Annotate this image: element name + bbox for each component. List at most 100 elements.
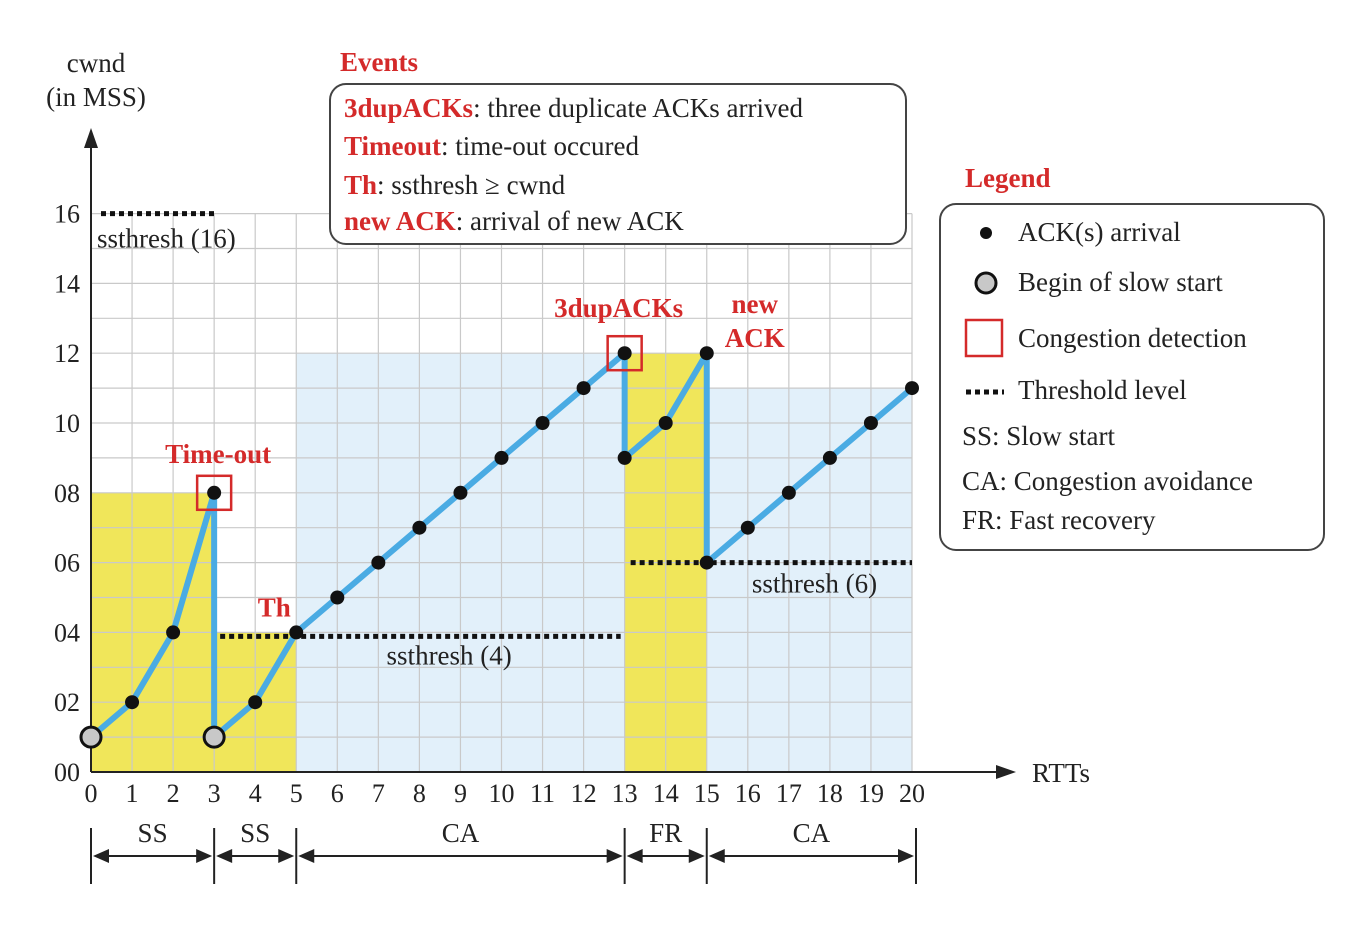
x-tick-label-13: 13: [612, 779, 638, 808]
event-label-3dupacks: 3dupACKs: [554, 293, 683, 323]
legend-item-4: SS: Slow start: [962, 421, 1116, 451]
y-tick-label-2: 04: [54, 618, 80, 647]
y-tick-label-6: 12: [54, 339, 80, 368]
event-label-newack-line1: new: [732, 289, 779, 319]
ack-point-1: [166, 625, 181, 640]
ack-point-4: [289, 625, 304, 640]
y-tick-label-0: 00: [54, 758, 80, 787]
events-item-3: new ACK: arrival of new ACK: [344, 206, 684, 236]
legend-circle-icon: [974, 271, 998, 295]
congestion-detection-marker-0: [195, 474, 233, 512]
x-tick-label-9: 9: [454, 779, 467, 808]
x-tick-label-1: 1: [126, 779, 139, 808]
legend-item-5: CA: Congestion avoidance: [962, 466, 1253, 496]
phase-arrow-left-icon-4: [708, 849, 725, 863]
ack-point-9: [494, 450, 509, 465]
events-term-0: 3dupACKs: [344, 93, 473, 123]
x-tick-label-5: 5: [290, 779, 303, 808]
ack-point-18: [781, 485, 796, 500]
axes: 0 1 2 3 4 5 6 7 8 9 10 11 12 13 14 15 16 17 18 19 2000020406…: [46, 48, 1090, 808]
events-item-2: Th: ssthresh ≥ cwnd: [344, 170, 566, 200]
ack-point-14: [658, 416, 673, 430]
ack-point-19: [822, 450, 837, 465]
phase-arrow-right-icon-1: [278, 849, 295, 863]
x-tick-label-8: 8: [413, 779, 426, 808]
x-axis-label: RTTs: [1032, 758, 1090, 788]
x-tick-label-0: 0: [85, 779, 98, 808]
phase-label-4: CA: [793, 818, 831, 848]
events-desc-1: : time-out occured: [441, 131, 639, 161]
y-axis-label-line2: (in MSS): [46, 82, 146, 112]
y-tick-label-1: 02: [54, 688, 80, 717]
ack-point-15: [699, 346, 714, 361]
legend-dot-icon: [980, 227, 992, 239]
ack-point-6: [371, 555, 386, 570]
event-label-timeout: Time-out: [165, 439, 271, 469]
cwnd-line: [88, 350, 915, 741]
phase-arrow-right-icon-2: [606, 849, 623, 863]
events-desc-0: : three duplicate ACKs arrived: [473, 93, 803, 123]
ack-point-7: [412, 520, 427, 535]
events-box: Events 3dupACKs: three duplicate ACKs ar…: [329, 47, 907, 245]
events-term-1: Timeout: [344, 131, 441, 161]
x-tick-label-7: 7: [372, 779, 385, 808]
events-item-1: Timeout: time-out occured: [344, 131, 639, 161]
legend-item-6: FR: Fast recovery: [962, 505, 1156, 535]
phase-arrow-right-icon-4: [898, 849, 914, 863]
x-tick-label-19: 19: [858, 779, 884, 808]
y-tick-label-7: 14: [54, 269, 80, 298]
ack-point-2: [207, 485, 222, 500]
x-tick-label-12: 12: [571, 779, 597, 808]
legend-item-0: ACK(s) arrival: [1018, 217, 1181, 247]
ack-point-0: [125, 695, 140, 710]
phase-arrow-left-icon-3: [626, 849, 643, 863]
y-tick-label-3: 06: [54, 549, 80, 578]
region-4: [706, 388, 912, 772]
x-tick-label-17: 17: [776, 779, 802, 808]
slow-start-begin-marker-1: [202, 725, 226, 749]
events-desc-2: : ssthresh ≥ cwnd: [377, 170, 566, 200]
threshold-lines: ssthresh (16) ssthresh (4) ssthresh (6): [97, 211, 912, 670]
events-term-3: new ACK: [344, 206, 456, 236]
x-tick-label-11: 11: [530, 779, 555, 808]
congestion-detection-marker-1: [606, 334, 643, 372]
events-item-0: 3dupACKs: three duplicate ACKs arrived: [344, 93, 803, 123]
ack-point-11: [576, 381, 591, 396]
legend-title: Legend: [965, 163, 1051, 193]
y-tick-label-4: 08: [54, 479, 80, 508]
threshold-label-2: ssthresh (6): [752, 569, 877, 599]
legend-item-2: Congestion detection: [1018, 323, 1247, 353]
threshold-label-1: ssthresh (4): [387, 640, 512, 670]
x-tick-label-4: 4: [249, 779, 262, 808]
cwnd-series: [88, 350, 915, 741]
legend-frame: [939, 203, 1325, 551]
phase-label-2: CA: [442, 818, 480, 848]
phase-arrow-left-icon-1: [216, 849, 233, 863]
y-tick-label-8: 16: [54, 200, 80, 229]
events-title: Events: [340, 47, 418, 77]
ack-point-10: [535, 416, 550, 430]
ack-point-3: [248, 695, 263, 710]
phase-arrow-left-icon-2: [298, 849, 315, 863]
ack-point-17: [740, 520, 755, 535]
event-labels: Time-out Th 3dupACKs new ACK: [165, 289, 785, 622]
ack-point-8: [453, 485, 468, 500]
phase-label-0: SS: [138, 818, 168, 848]
legend-box: Legend ACK(s) arrival Begin of slow star…: [939, 163, 1325, 551]
events-desc-3: : arrival of new ACK: [456, 206, 684, 236]
y-axis-label-line1: cwnd: [67, 48, 126, 78]
slow-start-begin-marker-0: [79, 725, 103, 749]
x-tick-label-14: 14: [653, 779, 679, 808]
phase-label-1: SS: [240, 818, 270, 848]
events-frame: [329, 83, 907, 245]
y-axis-arrow-icon: [84, 128, 98, 148]
x-tick-label-10: 10: [489, 779, 515, 808]
x-axis-arrow-icon: [996, 765, 1016, 779]
ack-point-20: [863, 416, 878, 430]
x-tick-label-15: 15: [694, 779, 720, 808]
legend-item-1: Begin of slow start: [1018, 267, 1223, 297]
phase-label-3: FR: [649, 818, 682, 848]
phase-annotations: SS SS CA FR CA: [90, 818, 917, 884]
x-tick-label-18: 18: [817, 779, 843, 808]
